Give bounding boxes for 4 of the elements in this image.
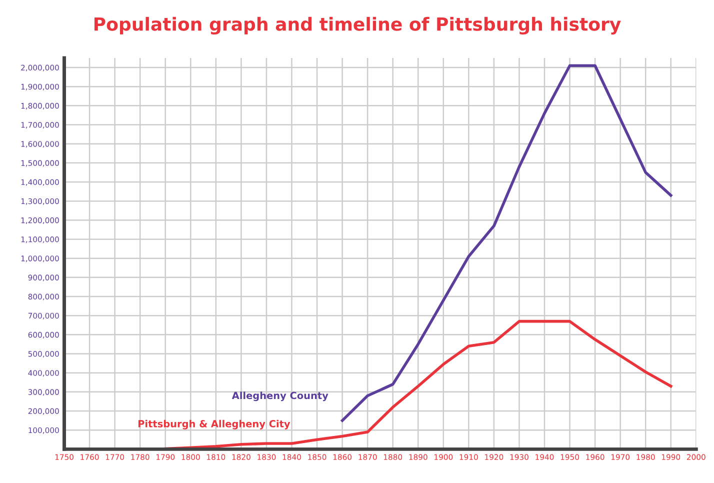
text: Allegheny County	[232, 392, 328, 402]
chart-title: Population graph and timeline of Pittsburgh history	[94, 16, 621, 35]
line-series	[340, 64, 672, 422]
series-label: Pittsburgh & Allegheny City	[138, 420, 290, 430]
